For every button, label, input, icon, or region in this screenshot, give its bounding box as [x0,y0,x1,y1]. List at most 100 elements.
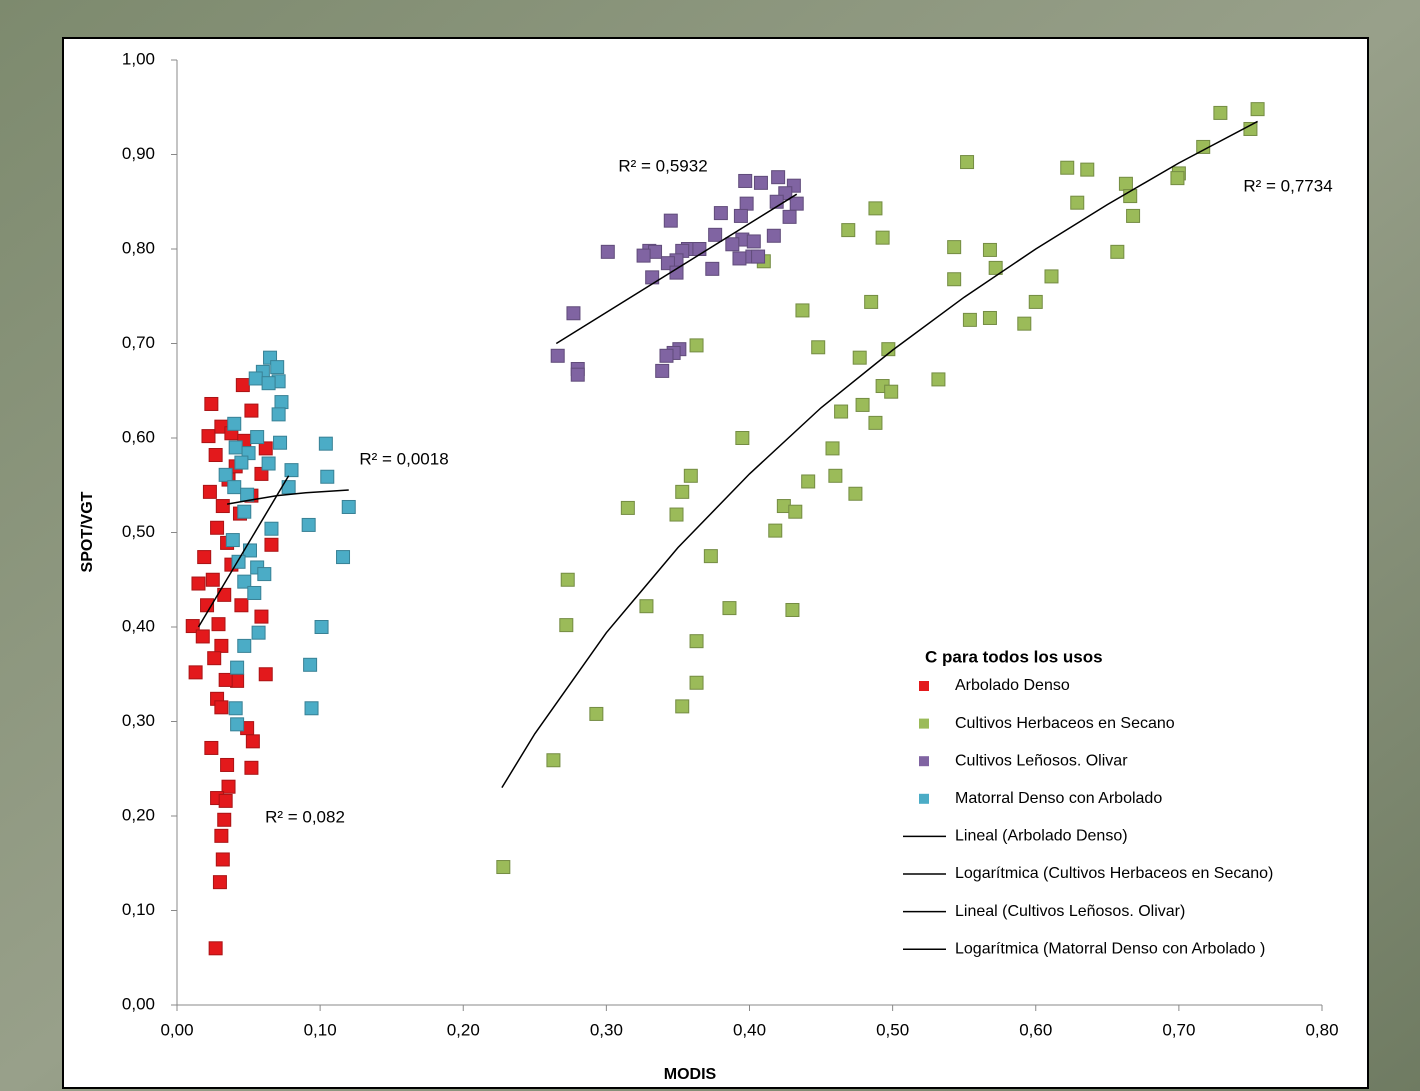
point [865,295,878,308]
x-tick-label: 0,30 [590,1020,623,1039]
point [215,829,228,842]
point [690,339,703,352]
x-tick-label: 0,60 [1019,1020,1052,1039]
point [571,368,584,381]
legend-marker [919,756,929,766]
r-squared-label: R² = 0,0018 [359,449,448,468]
point [856,398,869,411]
point [726,238,739,251]
x-tick-label: 0,50 [876,1020,909,1039]
x-tick-label: 0,40 [733,1020,766,1039]
point [1071,196,1084,209]
point [212,618,225,631]
point [551,349,564,362]
point [265,538,278,551]
point [271,361,284,374]
point [876,231,889,244]
legend-marker [919,681,929,691]
point [772,171,785,184]
point [235,456,248,469]
point [640,600,653,613]
point [706,262,719,275]
point [567,307,580,320]
point [319,437,332,450]
y-tick-label: 0,90 [122,144,155,163]
legend-title: C para todos los usos [925,647,1103,666]
point [304,658,317,671]
point [1029,295,1042,308]
point [932,373,945,386]
point [231,661,244,674]
point [948,273,961,286]
point [1119,177,1132,190]
point [869,202,882,215]
point [315,621,328,634]
point [684,469,697,482]
point [245,404,258,417]
point [245,761,258,774]
point [739,174,752,187]
point [205,741,218,754]
y-tick-label: 0,50 [122,522,155,541]
point [690,635,703,648]
point [236,379,249,392]
point [948,241,961,254]
point [786,603,799,616]
point [547,754,560,767]
point [235,599,248,612]
point [714,207,727,220]
legend-label: Cultivos Herbaceos en Secano [955,715,1175,732]
point [670,508,683,521]
point [796,304,809,317]
point [1251,103,1264,116]
point [497,861,510,874]
point [1018,317,1031,330]
point [1171,172,1184,185]
point [1127,209,1140,222]
y-tick-label: 1,00 [122,49,155,68]
point [251,431,264,444]
point [208,652,221,665]
point [783,210,796,223]
x-tick-label: 0,70 [1162,1020,1195,1039]
legend-label: Logarítmica (Cultivos Herbaceos en Secan… [955,865,1273,882]
point [829,469,842,482]
point [963,313,976,326]
point [252,626,265,639]
legend-marker [919,719,929,729]
point [754,176,767,189]
point [219,794,232,807]
point [664,214,677,227]
point [660,349,673,362]
y-tick-label: 0,30 [122,711,155,730]
point [656,364,669,377]
point [961,156,974,169]
y-tick-label: 0,20 [122,805,155,824]
point [983,311,996,324]
point [802,475,815,488]
point [826,442,839,455]
point [302,518,315,531]
point [849,487,862,500]
point [590,707,603,720]
point [842,224,855,237]
point [561,573,574,586]
point [255,610,268,623]
x-tick-label: 0,80 [1305,1020,1338,1039]
point [733,252,746,265]
point [272,408,285,421]
point [983,243,996,256]
point [198,551,211,564]
point [285,464,298,477]
point [1111,245,1124,258]
point [275,396,288,409]
point [206,573,219,586]
point [189,666,202,679]
point [215,639,228,652]
x-axis-title: MODIS [664,1066,717,1083]
point [196,630,209,643]
point [723,602,736,615]
point [192,577,205,590]
point [676,485,689,498]
point [305,702,318,715]
